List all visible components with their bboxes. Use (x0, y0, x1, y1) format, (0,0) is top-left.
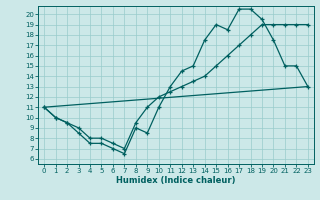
X-axis label: Humidex (Indice chaleur): Humidex (Indice chaleur) (116, 176, 236, 185)
